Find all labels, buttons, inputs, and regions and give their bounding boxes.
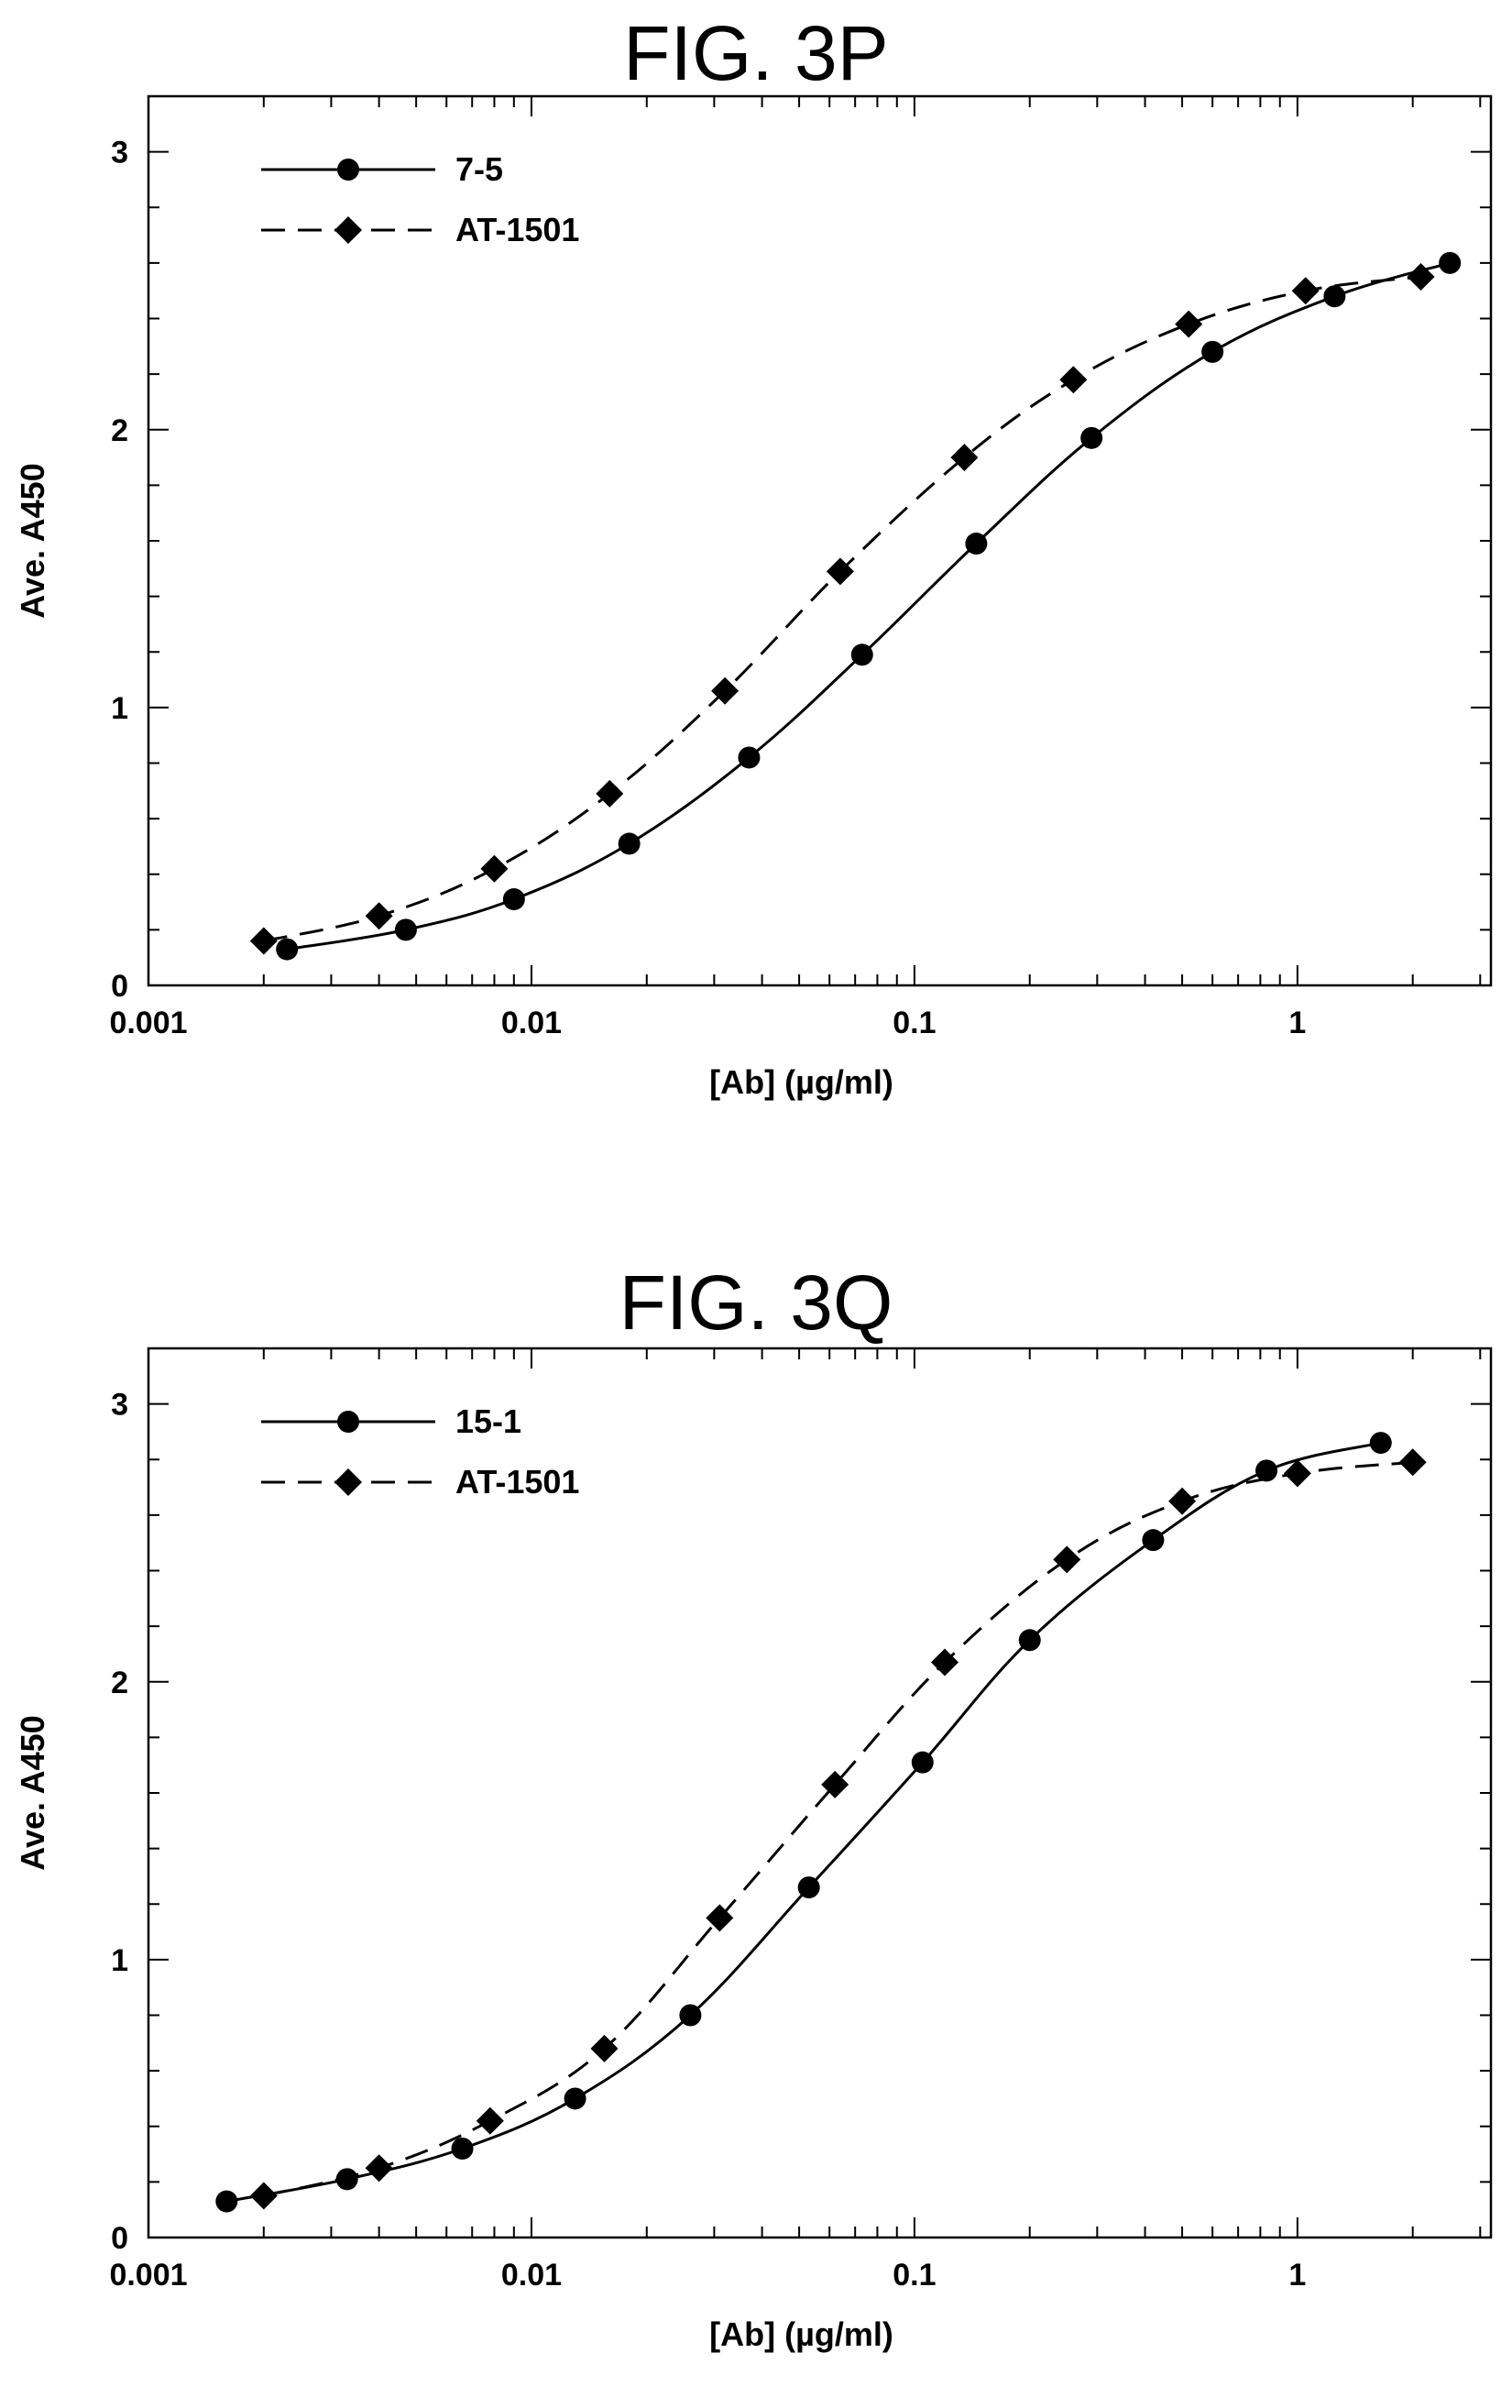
x-tick-label: 0.001 (109, 1006, 187, 1040)
data-point-diamond (821, 1770, 849, 1798)
legend-label-2: AT-1501 (455, 211, 579, 248)
data-point-circle (394, 918, 417, 941)
legend-marker-circle (337, 159, 359, 181)
legend-marker-circle (337, 1411, 359, 1433)
y-axis-label: Ave. A450 (14, 1715, 51, 1870)
data-point-circle (1439, 251, 1462, 274)
data-point-circle (1080, 426, 1103, 449)
legend-marker-diamond (334, 216, 362, 244)
data-point-circle (1369, 1432, 1392, 1455)
data-point-diamond (365, 902, 393, 930)
data-point-diamond (249, 2182, 278, 2210)
data-point-diamond (1168, 1487, 1197, 1515)
data-point-diamond (249, 927, 278, 955)
chart-3p: 0.001 0.01 0.1 1 0 1 2 3 [Ab] (µg/ml) Ave. A450 7-… (14, 94, 1493, 1101)
x-tick-label: 0.1 (893, 2258, 936, 2293)
data-point-diamond (1283, 1459, 1311, 1488)
x-tick-label: 0.01 (501, 2258, 562, 2293)
x-tick-label: 0.01 (501, 1006, 562, 1040)
y-axis-label: Ave. A450 (14, 463, 51, 618)
chart-title-3p: FIG. 3P (623, 10, 889, 96)
y-tick-label: 1 (111, 691, 128, 726)
data-point-circle (215, 2190, 238, 2213)
series-line-1 (226, 1441, 1382, 2204)
x-axis-label: [Ab] (µg/ml) (709, 1063, 893, 1101)
series-line-2 (263, 275, 1421, 942)
data-point-diamond (476, 2106, 504, 2135)
data-point-diamond (1175, 310, 1203, 338)
data-point-diamond (596, 779, 624, 808)
y-tick-label: 3 (111, 136, 128, 170)
x-tick-label: 0.1 (893, 1006, 936, 1040)
data-point-circle (1323, 285, 1346, 308)
series-line-2 (263, 1460, 1413, 2197)
legend-marker-diamond (334, 1468, 362, 1496)
data-point-diamond (931, 1648, 959, 1677)
data-point-circle (1201, 340, 1224, 363)
data-point-circle (335, 2168, 358, 2191)
data-point-diamond (950, 444, 979, 472)
legend-label-1: 15-1 (455, 1402, 521, 1440)
data-point-circle (738, 746, 761, 769)
x-axis-label: [Ab] (µg/ml) (709, 2315, 893, 2353)
data-point-diamond (1059, 366, 1088, 394)
data-point-circle (797, 1876, 820, 1899)
series-line-1 (286, 261, 1451, 951)
data-point-diamond (826, 557, 854, 586)
x-tick-label: 1 (1288, 1006, 1306, 1040)
data-point-circle (502, 888, 525, 911)
y-tick-label: 3 (111, 1388, 128, 1423)
data-point-diamond (1398, 1448, 1427, 1477)
data-point-diamond (1291, 277, 1320, 305)
data-point-circle (564, 2087, 586, 2110)
data-point-circle (618, 832, 641, 855)
data-point-circle (850, 643, 873, 666)
x-tick-label: 1 (1288, 2258, 1306, 2293)
y-tick-label: 2 (111, 413, 128, 448)
legend-label-2: AT-1501 (455, 1463, 579, 1501)
data-point-circle (276, 938, 299, 961)
data-point-diamond (1053, 1545, 1081, 1574)
data-point-circle (1255, 1459, 1278, 1482)
y-tick-label: 2 (111, 1666, 128, 1700)
data-point-circle (451, 2138, 474, 2160)
data-point-circle (679, 2004, 702, 2027)
data-point-circle (911, 1751, 934, 1774)
x-tick-label: 0.001 (109, 2258, 187, 2293)
y-tick-label: 0 (111, 969, 128, 1004)
data-point-diamond (480, 854, 509, 883)
data-point-circle (1142, 1529, 1165, 1552)
data-point-diamond (711, 676, 740, 705)
chart-3q: 0.001 0.01 0.1 1 0 1 2 3 [Ab] (µg/ml) Ave. A450 15… (14, 1347, 1493, 2353)
data-point-circle (965, 533, 988, 555)
legend-label-1: 7-5 (455, 150, 503, 188)
data-point-diamond (1407, 263, 1435, 291)
data-point-diamond (706, 1904, 734, 1932)
y-tick-label: 0 (111, 2221, 128, 2256)
data-point-circle (1018, 1629, 1041, 1652)
data-point-diamond (365, 2154, 393, 2183)
y-tick-label: 1 (111, 1943, 128, 1978)
chart-title-3q: FIG. 3Q (619, 1259, 893, 1346)
data-point-diamond (590, 2034, 619, 2062)
